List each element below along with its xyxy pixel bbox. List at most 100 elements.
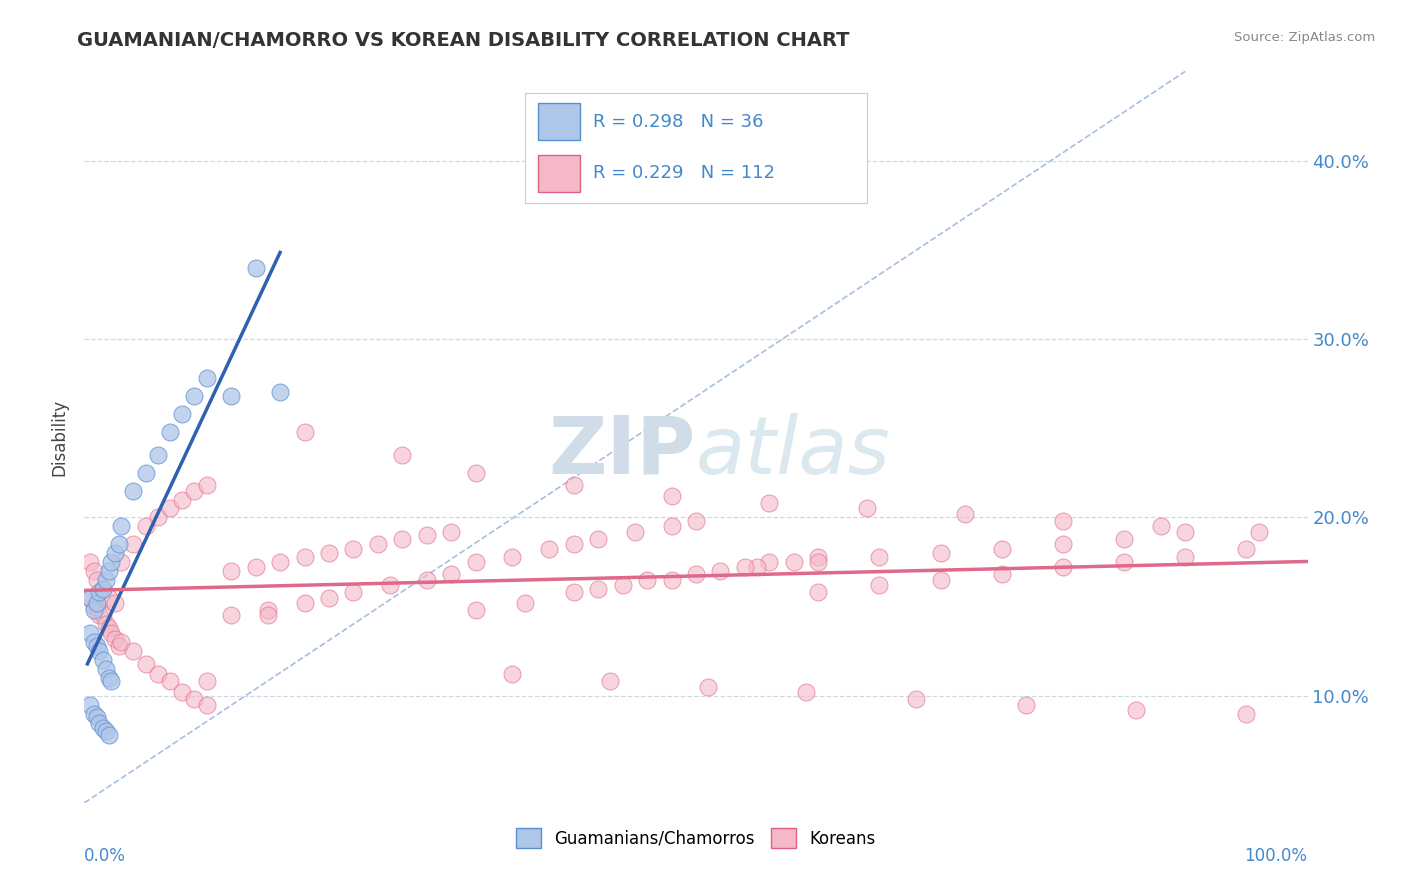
- Point: [195, 478, 218, 492]
- Point: [100, 626, 122, 640]
- Point: [513, 596, 536, 610]
- Point: [991, 567, 1014, 582]
- Point: [1114, 555, 1136, 569]
- Point: [86, 599, 108, 614]
- Point: [257, 608, 280, 623]
- Point: [172, 407, 194, 421]
- Point: [1015, 698, 1038, 712]
- Point: [612, 578, 634, 592]
- Point: [502, 549, 524, 564]
- Point: [685, 567, 707, 582]
- Point: [86, 596, 108, 610]
- Point: [269, 555, 291, 569]
- Point: [245, 560, 267, 574]
- Point: [91, 608, 114, 623]
- Point: [342, 542, 364, 557]
- Point: [86, 639, 108, 653]
- Point: [87, 644, 110, 658]
- Point: [783, 555, 806, 569]
- Point: [107, 537, 129, 551]
- Point: [1150, 519, 1173, 533]
- Point: [257, 603, 280, 617]
- Text: Source: ZipAtlas.com: Source: ZipAtlas.com: [1234, 31, 1375, 45]
- Point: [342, 585, 364, 599]
- Point: [929, 573, 952, 587]
- Point: [636, 573, 658, 587]
- Point: [807, 555, 830, 569]
- Point: [219, 564, 242, 578]
- Point: [624, 524, 647, 539]
- Point: [96, 617, 118, 632]
- Point: [100, 674, 122, 689]
- Point: [96, 662, 118, 676]
- Point: [79, 626, 101, 640]
- Point: [562, 478, 585, 492]
- Point: [869, 578, 891, 592]
- Point: [83, 635, 105, 649]
- Point: [100, 555, 122, 569]
- Point: [1052, 514, 1074, 528]
- Point: [367, 537, 389, 551]
- Point: [110, 519, 132, 533]
- Point: [122, 483, 145, 498]
- Point: [183, 692, 205, 706]
- Point: [96, 724, 118, 739]
- Point: [416, 528, 439, 542]
- Point: [97, 591, 120, 605]
- Y-axis label: Disability: Disability: [51, 399, 69, 475]
- Point: [318, 546, 340, 560]
- Text: GUAMANIAN/CHAMORRO VS KOREAN DISABILITY CORRELATION CHART: GUAMANIAN/CHAMORRO VS KOREAN DISABILITY …: [77, 31, 849, 50]
- Point: [96, 573, 118, 587]
- Point: [905, 692, 928, 706]
- Point: [794, 685, 817, 699]
- Point: [440, 567, 463, 582]
- Point: [172, 685, 194, 699]
- Point: [97, 671, 120, 685]
- Point: [502, 667, 524, 681]
- Point: [758, 555, 780, 569]
- Point: [685, 514, 707, 528]
- Point: [747, 560, 769, 574]
- Point: [159, 501, 181, 516]
- Point: [464, 555, 486, 569]
- Point: [269, 385, 291, 400]
- Point: [195, 371, 218, 385]
- Point: [122, 644, 145, 658]
- Point: [97, 728, 120, 742]
- Point: [135, 519, 157, 533]
- Point: [146, 510, 169, 524]
- Point: [562, 537, 585, 551]
- Point: [122, 537, 145, 551]
- Point: [97, 621, 120, 635]
- Point: [380, 578, 402, 592]
- Point: [83, 564, 105, 578]
- Point: [104, 546, 127, 560]
- Point: [1174, 549, 1197, 564]
- Point: [146, 667, 169, 681]
- Point: [464, 466, 486, 480]
- Point: [391, 532, 413, 546]
- Text: ZIP: ZIP: [548, 413, 696, 491]
- Point: [172, 492, 194, 507]
- Point: [391, 448, 413, 462]
- Point: [1247, 524, 1270, 539]
- Point: [991, 542, 1014, 557]
- Point: [86, 710, 108, 724]
- Point: [97, 564, 120, 578]
- Point: [661, 489, 683, 503]
- Point: [87, 585, 110, 599]
- Point: [107, 639, 129, 653]
- Point: [135, 657, 157, 671]
- Point: [83, 599, 105, 614]
- Point: [586, 532, 609, 546]
- Point: [183, 389, 205, 403]
- Point: [294, 596, 316, 610]
- Point: [734, 560, 756, 574]
- Text: 100.0%: 100.0%: [1244, 847, 1308, 864]
- Point: [294, 549, 316, 564]
- Point: [697, 680, 720, 694]
- Point: [91, 582, 114, 596]
- Point: [709, 564, 731, 578]
- Point: [104, 596, 127, 610]
- Point: [83, 706, 105, 721]
